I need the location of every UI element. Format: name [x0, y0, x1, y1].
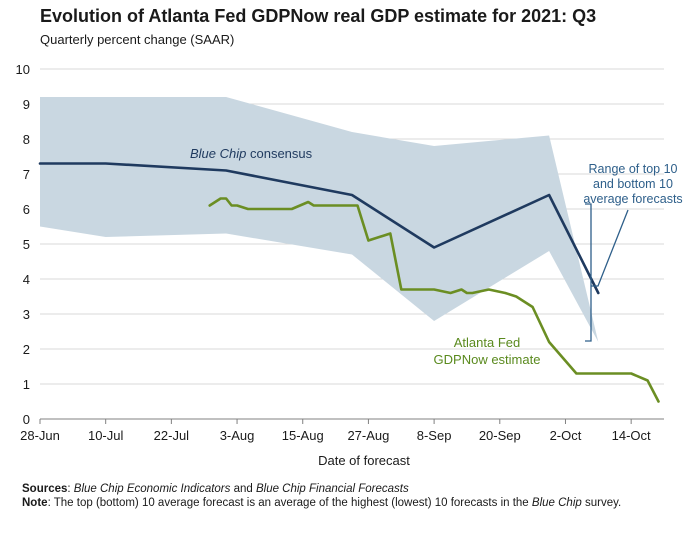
y-tick-label-3: 3	[23, 307, 30, 322]
axes: 0 1 2 3 4 5 6 7 8 9 10 28-Jun 10-Jul 22-Jul 3-Aug 15-Au…	[16, 62, 664, 468]
y-tick-label-1: 1	[23, 377, 30, 392]
y-tick-label-9: 9	[23, 97, 30, 112]
chart-title: Evolution of Atlanta Fed GDPNow real GDP…	[40, 6, 597, 26]
range-label-line1: Range of top 10	[589, 162, 678, 176]
range-label-line2: and bottom 10	[593, 177, 673, 191]
x-tick-label-22-Jul: 22-Jul	[154, 428, 190, 443]
range-label-line3: average forecasts	[583, 192, 682, 206]
x-tick-label-27-Aug: 27-Aug	[347, 428, 389, 443]
x-tick-label-8-Sep: 8-Sep	[417, 428, 452, 443]
y-tick-label-0: 0	[23, 412, 30, 427]
y-tick-label-10: 10	[16, 62, 30, 77]
annotations: Blue Chip consensus Range of top 10 and …	[190, 146, 683, 367]
x-tick-label-14-Oct: 14-Oct	[612, 428, 651, 443]
sources-label: Sources	[22, 483, 68, 495]
chart-notes: Sources: Blue Chip Economic Indicators a…	[22, 482, 682, 510]
x-tick-label-10-Jul: 10-Jul	[88, 428, 124, 443]
x-tick-label-2-Oct: 2-Oct	[550, 428, 582, 443]
gdpnow-estimate-line	[208, 197, 660, 403]
sources-line: Sources: Blue Chip Economic Indicators a…	[22, 483, 409, 495]
x-tick-label-15-Aug: 15-Aug	[282, 428, 324, 443]
y-tick-label-5: 5	[23, 237, 30, 252]
y-tick-label-7: 7	[23, 167, 30, 182]
range-bracket	[585, 203, 592, 342]
y-tick-label-6: 6	[23, 202, 30, 217]
y-tick-label-8: 8	[23, 132, 30, 147]
x-axis-title: Date of forecast	[318, 453, 410, 468]
x-tick-label-20-Sep: 20-Sep	[479, 428, 521, 443]
gdpnow-label-line2: GDPNow estimate	[434, 352, 541, 367]
blue-chip-consensus-label: Blue Chip consensus	[190, 146, 313, 161]
note-line: Note: The top (bottom) 10 average foreca…	[22, 497, 622, 509]
y-tick-label-4: 4	[23, 272, 30, 287]
series-lines	[38, 162, 660, 403]
blue-chip-consensus-line	[38, 162, 600, 295]
range-band-area	[40, 97, 599, 342]
range-pointer-line	[591, 209, 629, 287]
note-label: Note	[22, 497, 48, 509]
gdp-chart: 0 1 2 3 4 5 6 7 8 9 10 28-Jun 10-Jul 22-Jul 3-Aug 15-Au…	[16, 62, 683, 468]
gdpnow-label-line1: Atlanta Fed	[454, 335, 521, 350]
y-tick-label-2: 2	[23, 342, 30, 357]
x-tick-label-28-Jun: 28-Jun	[20, 428, 60, 443]
x-tick-label-3-Aug: 3-Aug	[220, 428, 255, 443]
chart-subtitle: Quarterly percent change (SAAR)	[40, 32, 235, 47]
forecast-range-band	[40, 97, 599, 342]
